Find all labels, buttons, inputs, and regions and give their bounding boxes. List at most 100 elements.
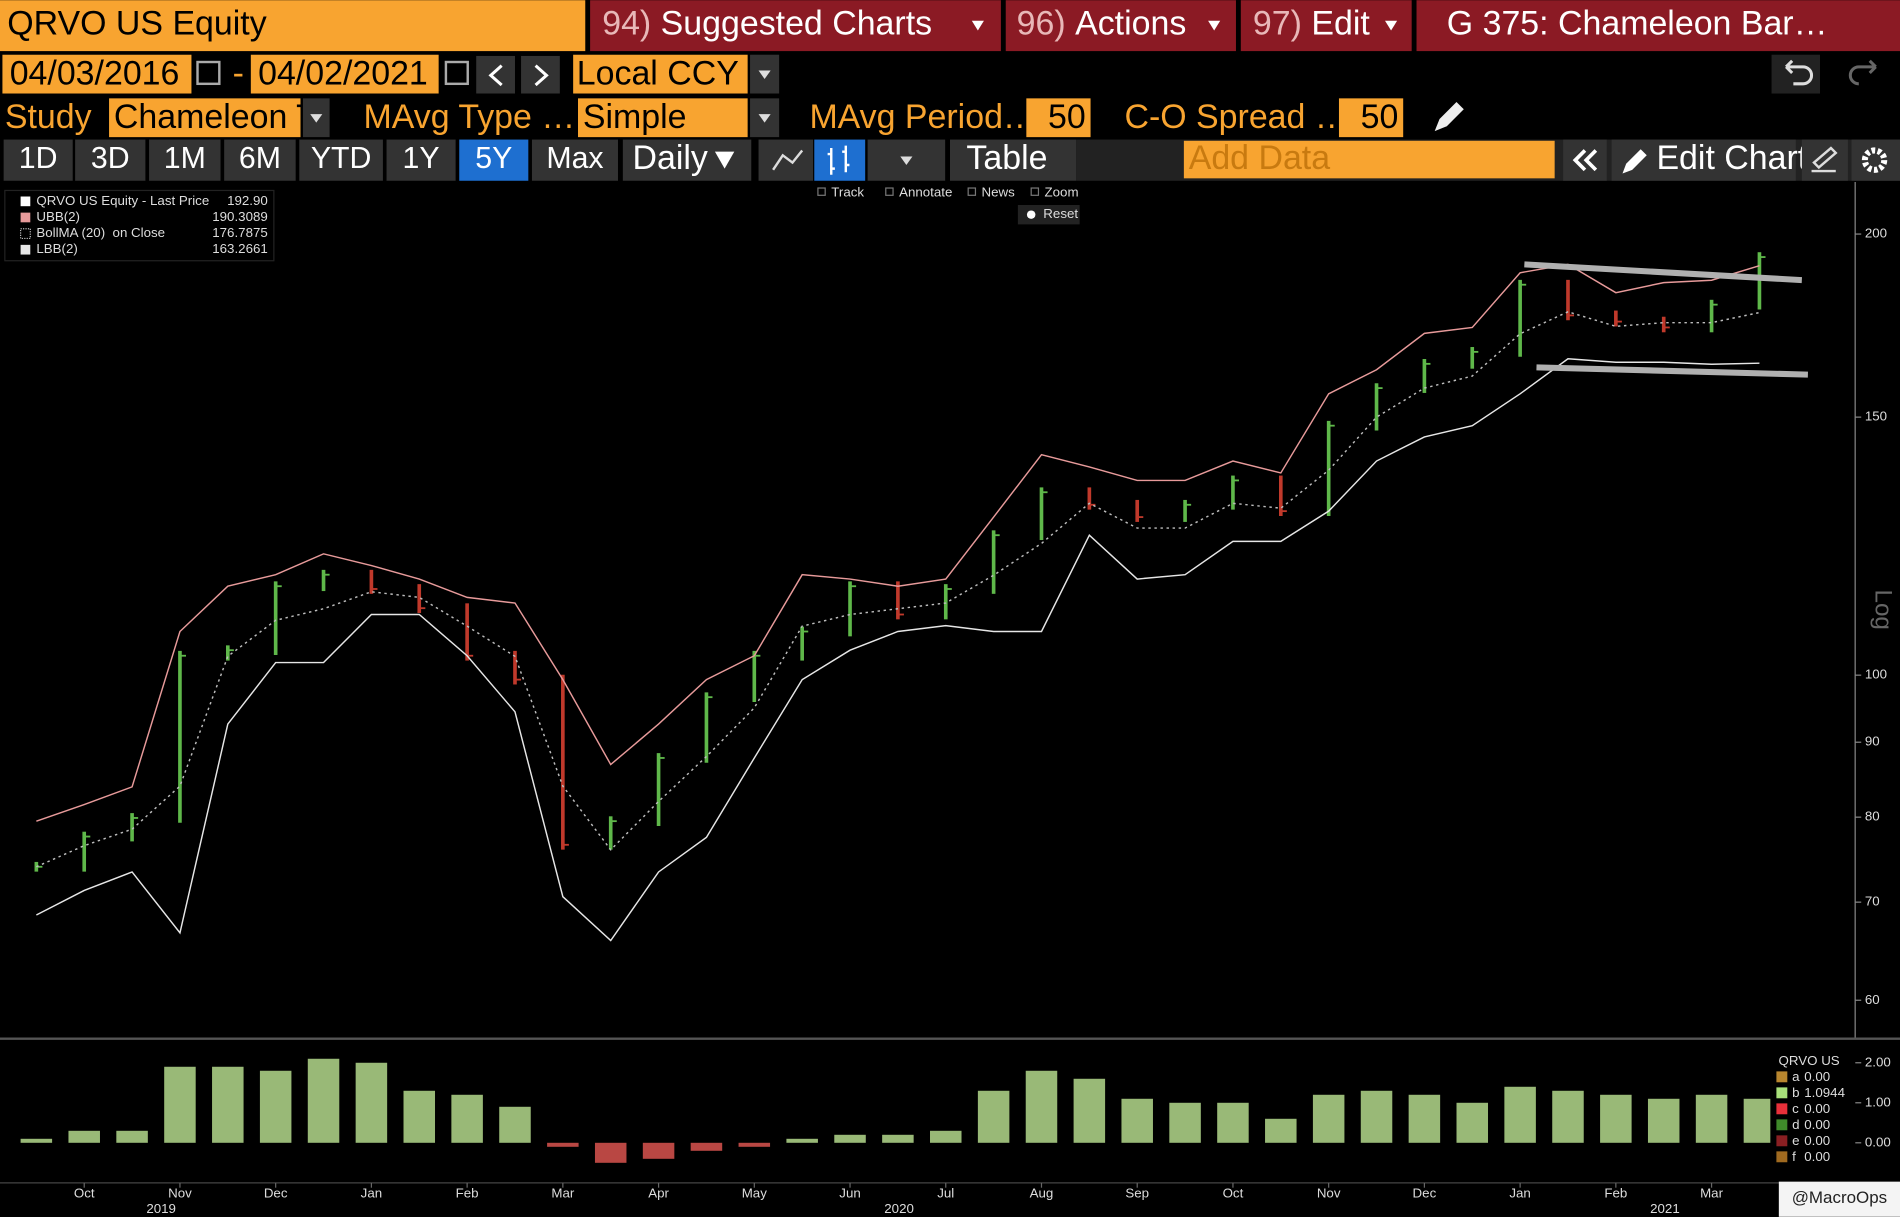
histogram-bar [594, 1142, 627, 1163]
tab-number: 94) [602, 5, 651, 43]
next-icon [534, 64, 549, 87]
legend-swatch [20, 212, 31, 223]
pencil-icon [1622, 149, 1647, 174]
range-button[interactable] [299, 139, 383, 181]
prev-button[interactable] [476, 55, 515, 94]
band-line [36, 263, 1760, 822]
next-button[interactable] [521, 55, 560, 94]
histogram-bar [1647, 1098, 1680, 1143]
y-tick-label: 80 [1865, 809, 1880, 824]
collapse-icon [1572, 149, 1598, 172]
x-tick-label: Feb [1604, 1185, 1627, 1200]
edit-chart: Edit Chart [1656, 139, 1807, 177]
calendar-icon[interactable] [444, 60, 469, 86]
tool-label[interactable]: Track [831, 184, 864, 199]
bar-icon [827, 145, 850, 175]
settings-button[interactable] [1851, 139, 1900, 181]
x-tick-label: Mar [1700, 1185, 1723, 1200]
legend-swatch [20, 244, 31, 255]
edit-chart-button[interactable] [1611, 139, 1796, 181]
histogram-bar [68, 1130, 100, 1143]
tool-icon[interactable] [817, 187, 826, 196]
histogram-bar [1169, 1102, 1201, 1143]
x-tick-label: May [742, 1185, 767, 1200]
range-buttons: 1D 3D 1M 6M YTD 1Y 5Y Max [3, 139, 618, 181]
tool-label[interactable]: Zoom [1045, 184, 1079, 199]
histogram-bar [1456, 1102, 1489, 1143]
co-spread-field[interactable] [1338, 98, 1404, 138]
range-label: 1D [19, 142, 58, 175]
redo-icon[interactable] [1848, 59, 1877, 86]
date-field[interactable] [2, 54, 192, 94]
watermark: @MacroOps [1792, 1188, 1887, 1207]
reset-button[interactable] [1017, 204, 1080, 225]
legend-value: 176.7875 [212, 225, 268, 240]
legend-name: BollMA (20) on Close [36, 225, 165, 240]
security-field[interactable] [0, 0, 586, 52]
range-button[interactable] [75, 139, 146, 181]
range-button[interactable] [531, 139, 618, 181]
dropdown-arrow [758, 114, 771, 123]
tool-icon[interactable] [967, 187, 977, 196]
legend: QRVO US Equity - Last Price 192.90 UBB(2) 1… [19, 193, 268, 256]
range-button[interactable] [149, 139, 221, 181]
tab[interactable] [590, 0, 1001, 52]
tool-icon[interactable] [1030, 187, 1040, 196]
trend-line [1536, 364, 1808, 378]
legend-box [4, 189, 275, 262]
function-title-bar [1416, 0, 1900, 52]
tool-label[interactable]: Annotate [899, 184, 952, 199]
line-icon [772, 149, 804, 171]
tab-text: Actions [1075, 5, 1186, 43]
x-tick-label: Oct [74, 1185, 95, 1200]
dropdown-arrow [1385, 20, 1398, 31]
tool-label[interactable]: News [982, 184, 1016, 199]
edit-button[interactable] [1801, 139, 1848, 181]
range-label: YTD [311, 142, 372, 175]
tab[interactable] [1240, 0, 1412, 52]
tab-text: Suggested Charts [661, 5, 932, 43]
co-spread: 50 [1361, 98, 1399, 136]
legend-name: UBB(2) [36, 209, 80, 224]
pencil-icon[interactable] [1434, 101, 1464, 132]
mavg-period-field[interactable] [1026, 98, 1091, 138]
tab[interactable] [1005, 0, 1236, 52]
tab-text: Edit [1311, 5, 1370, 43]
dropdown-arrow [971, 20, 984, 31]
range-label: 1M [164, 142, 206, 175]
table-button[interactable] [950, 139, 1077, 181]
add-data-field[interactable] [1183, 140, 1555, 179]
histogram-bar [786, 1138, 818, 1143]
currency-field[interactable] [573, 54, 748, 94]
legend-swatch [1776, 1135, 1788, 1147]
legend-name: LBB(2) [36, 241, 77, 256]
range-button[interactable] [459, 139, 529, 181]
histogram-bar [1552, 1090, 1584, 1143]
start-date: 04/03/2016 [10, 54, 180, 92]
range-button[interactable] [224, 139, 296, 181]
date-field[interactable] [250, 54, 439, 94]
study-field[interactable] [109, 98, 301, 138]
histogram-bar [20, 1138, 53, 1143]
legend-key: c [1792, 1101, 1799, 1116]
plot: 60 70 80 90 100 150 200 2.00 1.00 0.00 Oct Nov Dec Ja… [20, 226, 1891, 1216]
mavg-type-field[interactable] [577, 98, 748, 138]
x-tick-label: Jan [361, 1185, 382, 1200]
legend-value: 0.00 [1804, 1069, 1830, 1084]
legend-value: 0.00 [1804, 1149, 1830, 1164]
line-chart-button[interactable] [758, 139, 814, 181]
histogram-bar [547, 1142, 579, 1147]
end-date: 04/02/2021 [258, 54, 428, 92]
bar-chart-button[interactable] [814, 139, 866, 181]
x-tick-label: Sep [1125, 1185, 1149, 1200]
frequency-button[interactable] [622, 139, 752, 181]
calendar-icon[interactable] [196, 60, 221, 86]
tool-icon[interactable] [885, 187, 894, 196]
histogram-bar [164, 1066, 196, 1143]
range-button[interactable] [386, 139, 456, 181]
panel-legend: QRVO USa 0.00 b 1.0944 c 0.00 d 0.00 e 0.00 f 0.00 [1776, 1053, 1846, 1164]
range-button[interactable] [3, 139, 73, 181]
frequency: Daily [633, 139, 708, 177]
y-tick-label: 150 [1865, 409, 1887, 424]
